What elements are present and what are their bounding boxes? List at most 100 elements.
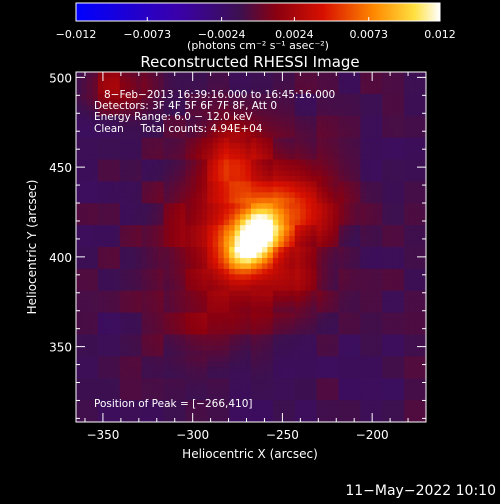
heatmap-cell: [256, 219, 263, 226]
heatmap-cell: [327, 378, 334, 385]
heatmap-cell: [261, 170, 268, 177]
heatmap-cell: [343, 279, 350, 286]
heatmap-cell: [179, 121, 186, 128]
heatmap-cell: [86, 263, 93, 270]
heatmap-cell: [141, 170, 148, 177]
heatmap-cell: [360, 192, 367, 199]
heatmap-cell: [415, 361, 421, 368]
heatmap-cell: [141, 247, 148, 253]
heatmap-cell: [327, 192, 334, 199]
heatmap-cell: [251, 214, 257, 221]
heatmap-cell: [245, 99, 252, 106]
heatmap-cell: [229, 241, 235, 248]
heatmap-cell: [322, 88, 328, 95]
heatmap-cell: [272, 154, 279, 160]
heatmap-cell: [229, 378, 235, 385]
heatmap-cell: [289, 389, 296, 396]
heatmap-cell: [108, 181, 115, 188]
heatmap-cell: [147, 126, 153, 133]
heatmap-cell: [333, 318, 339, 324]
heatmap-cell: [311, 93, 318, 100]
heatmap-cell: [278, 405, 285, 412]
heatmap-cell: [387, 148, 394, 155]
heatmap-cell: [212, 279, 219, 286]
heatmap-cell: [283, 88, 290, 95]
heatmap-cell: [387, 378, 394, 385]
heatmap-cell: [97, 99, 104, 106]
heatmap-cell: [114, 372, 121, 379]
heatmap-cell: [365, 334, 372, 341]
heatmap-cell: [289, 394, 296, 401]
heatmap-cell: [256, 99, 263, 106]
heatmap-cell: [130, 148, 137, 155]
heatmap-cell: [234, 394, 241, 401]
heatmap-cell: [272, 192, 279, 199]
heatmap-cell: [201, 345, 208, 352]
heatmap-cell: [179, 361, 186, 368]
heatmap-cell: [174, 175, 181, 182]
heatmap-cell: [130, 77, 137, 84]
heatmap-cell: [119, 290, 126, 297]
heatmap-cell: [256, 367, 263, 374]
heatmap-cell: [185, 361, 192, 368]
heatmap-cell: [76, 154, 82, 160]
heatmap-cell: [234, 72, 241, 78]
heatmap-cell: [387, 252, 394, 259]
heatmap-cell: [387, 323, 394, 330]
y-tick-label: 350: [49, 341, 72, 355]
heatmap-cell: [240, 203, 246, 210]
heatmap-cell: [409, 181, 416, 188]
heatmap-cell: [179, 225, 186, 231]
heatmap-cell: [97, 257, 104, 264]
heatmap-cell: [371, 225, 378, 231]
heatmap-cell: [92, 339, 99, 346]
heatmap-cell: [316, 214, 323, 221]
heatmap-cell: [163, 236, 170, 242]
heatmap-cell: [158, 230, 164, 237]
heatmap-cell: [327, 181, 334, 188]
heatmap-cell: [327, 159, 334, 166]
heatmap-cell: [420, 93, 426, 100]
heatmap-cell: [174, 197, 181, 204]
heatmap-cell: [376, 170, 383, 177]
heatmap-cell: [409, 93, 416, 100]
heatmap-cell: [119, 394, 126, 401]
colorbar-units-label: (photons cm⁻² s⁻¹ asec⁻²): [187, 39, 329, 52]
heatmap-cell: [382, 181, 389, 188]
heatmap-cell: [349, 263, 356, 270]
heatmap-cell: [371, 307, 378, 314]
heatmap-cell: [158, 345, 164, 352]
heatmap-cell: [409, 241, 416, 248]
heatmap-cell: [245, 230, 252, 237]
heatmap-cell: [207, 383, 214, 390]
heatmap-cell: [354, 219, 361, 226]
heatmap-cell: [343, 263, 350, 270]
heatmap-cell: [97, 77, 104, 84]
heatmap-cell: [349, 225, 356, 231]
heatmap-cell: [327, 268, 334, 275]
heatmap-cell: [81, 400, 88, 406]
heatmap-cell: [212, 361, 219, 368]
heatmap-cell: [92, 230, 99, 237]
heatmap-cell: [168, 121, 175, 128]
heatmap-cell: [92, 99, 99, 106]
heatmap-cell: [245, 301, 252, 308]
heatmap-cell: [212, 329, 219, 335]
heatmap-cell: [311, 143, 318, 149]
heatmap-cell: [272, 318, 279, 324]
heatmap-cell: [86, 186, 93, 193]
colorbar: −0.012 −0.0073 −0.0024 0.0024 0.0073 0.012 (p…: [56, 2, 456, 52]
heatmap-cell: [404, 274, 410, 281]
heatmap-cell: [136, 203, 143, 210]
heatmap-cell: [152, 186, 159, 193]
heatmap-cell: [86, 219, 93, 226]
heatmap-cell: [354, 170, 361, 177]
heatmap-cell: [409, 132, 416, 139]
heatmap-cell: [125, 334, 132, 341]
heatmap-cell: [179, 132, 186, 139]
heatmap-cell: [343, 241, 350, 248]
heatmap-cell: [103, 334, 110, 341]
heatmap-cell: [201, 361, 208, 368]
heatmap-cell: [251, 159, 257, 166]
heatmap-cell: [398, 372, 405, 379]
